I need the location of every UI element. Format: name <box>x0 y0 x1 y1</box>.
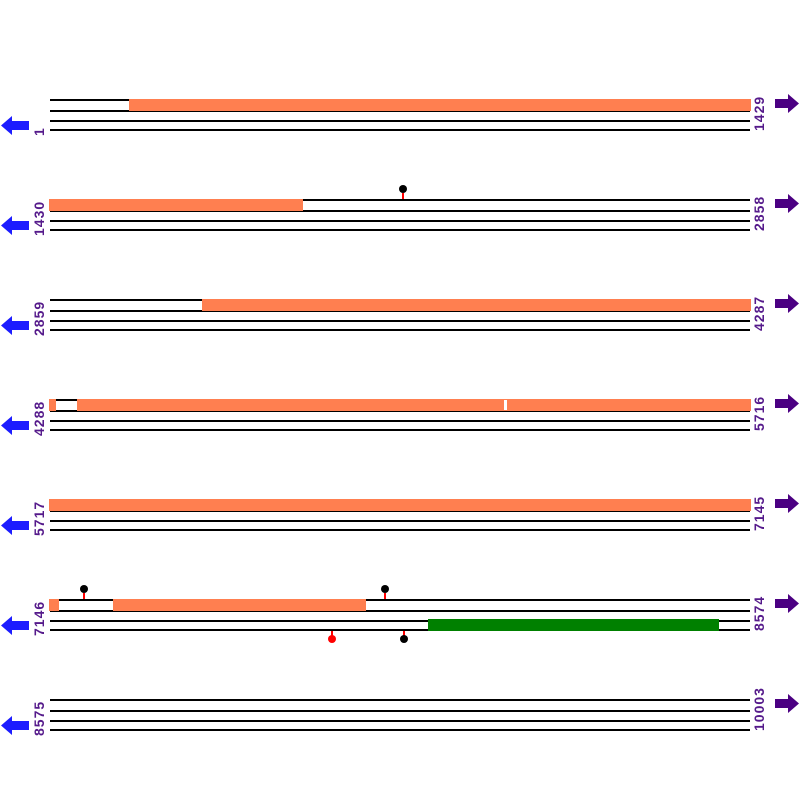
scroll-right-arrow-icon[interactable] <box>775 594 799 613</box>
marker-stem <box>402 193 404 199</box>
strand-line <box>50 310 750 312</box>
strand-line <box>50 520 750 522</box>
strand-line <box>50 229 750 231</box>
scroll-left-arrow-icon[interactable] <box>1 116 29 135</box>
row-start-coordinate: 5717 <box>31 500 47 536</box>
orange-feature-block[interactable] <box>49 599 59 611</box>
strand-line <box>50 720 750 722</box>
orange-feature-block[interactable] <box>77 399 751 411</box>
marker-dot[interactable] <box>399 185 407 193</box>
strand-line <box>50 429 750 431</box>
orange-feature-block[interactable] <box>49 399 56 411</box>
marker-dot[interactable] <box>328 635 336 643</box>
orange-feature-block[interactable] <box>202 299 751 311</box>
strand-line <box>50 220 750 222</box>
strand-line <box>50 529 750 531</box>
row-start-coordinate: 1430 <box>31 200 47 236</box>
strand-line <box>50 610 750 612</box>
sequence-row: 1430 2858 <box>0 174 800 266</box>
marker-dot[interactable] <box>381 585 389 593</box>
row-start-coordinate: 2859 <box>31 300 47 336</box>
scroll-left-arrow-icon[interactable] <box>1 616 29 635</box>
strand-line <box>50 729 750 731</box>
scroll-right-arrow-icon[interactable] <box>775 194 799 213</box>
scroll-right-arrow-icon[interactable] <box>775 694 799 713</box>
row-end-coordinate: 4287 <box>751 295 767 331</box>
sequence-row: 4288 5716 <box>0 374 800 466</box>
orange-feature-block[interactable] <box>49 499 751 511</box>
sequence-row: 5717 7145 <box>0 474 800 566</box>
strand-line <box>50 699 750 701</box>
orange-feature-block[interactable] <box>49 199 303 211</box>
strand-line <box>50 420 750 422</box>
scroll-left-arrow-icon[interactable] <box>1 316 29 335</box>
row-end-coordinate: 10003 <box>751 687 767 731</box>
row-end-coordinate: 8574 <box>751 595 767 631</box>
strand-line <box>50 199 750 201</box>
marker-stem <box>83 593 85 599</box>
row-start-coordinate: 7146 <box>31 600 47 636</box>
scroll-right-arrow-icon[interactable] <box>775 294 799 313</box>
sequence-row: 8575 10003 <box>0 674 800 766</box>
row-end-coordinate: 2858 <box>751 195 767 231</box>
sequence-row: 7146 8574 <box>0 574 800 666</box>
feature-boundary-tick <box>504 400 507 410</box>
scroll-right-arrow-icon[interactable] <box>775 394 799 413</box>
strand-line <box>50 110 750 112</box>
strand-line <box>50 620 750 622</box>
scroll-right-arrow-icon[interactable] <box>775 94 799 113</box>
scroll-left-arrow-icon[interactable] <box>1 416 29 435</box>
strand-line <box>50 329 750 331</box>
strand-line <box>50 629 750 631</box>
strand-line <box>50 510 750 512</box>
strand-line <box>50 129 750 131</box>
row-end-coordinate: 5716 <box>751 395 767 431</box>
orange-feature-block[interactable] <box>129 99 751 111</box>
scroll-right-arrow-icon[interactable] <box>775 494 799 513</box>
strand-line <box>50 120 750 122</box>
row-start-coordinate: 8575 <box>31 700 47 736</box>
strand-line <box>50 710 750 712</box>
row-end-coordinate: 7145 <box>751 495 767 531</box>
row-start-coordinate: 1 <box>31 127 47 136</box>
scroll-left-arrow-icon[interactable] <box>1 716 29 735</box>
scroll-left-arrow-icon[interactable] <box>1 216 29 235</box>
marker-stem <box>331 631 333 636</box>
scroll-left-arrow-icon[interactable] <box>1 516 29 535</box>
row-end-coordinate: 1429 <box>751 95 767 131</box>
marker-stem <box>403 631 405 636</box>
strand-line <box>50 320 750 322</box>
marker-dot[interactable] <box>80 585 88 593</box>
strand-line <box>50 410 750 412</box>
marker-dot[interactable] <box>400 635 408 643</box>
orange-feature-block[interactable] <box>113 599 366 611</box>
green-feature-block[interactable] <box>428 619 719 631</box>
sequence-row: 2859 4287 <box>0 274 800 366</box>
strand-line <box>50 599 750 601</box>
strand-line <box>50 210 750 212</box>
row-start-coordinate: 4288 <box>31 400 47 436</box>
marker-stem <box>384 593 386 599</box>
sequence-row: 1 1429 <box>0 74 800 166</box>
